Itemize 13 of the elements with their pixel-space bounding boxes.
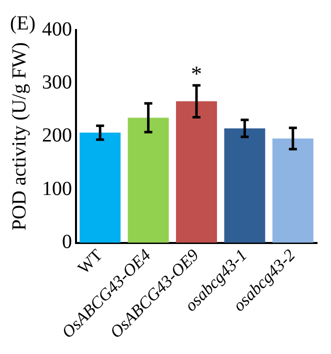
bar	[224, 128, 266, 243]
y-tick-label: 200	[42, 124, 72, 147]
bar	[272, 138, 314, 243]
bar	[176, 101, 217, 243]
bar	[128, 118, 169, 243]
y-tick-label: 0	[62, 231, 72, 254]
chart-title: (E)	[10, 12, 36, 34]
y-tick-label: 100	[42, 178, 72, 200]
y-tick-label: 400	[42, 18, 72, 40]
bar	[80, 132, 121, 243]
annotation: *	[191, 61, 202, 86]
y-tick-label: 300	[42, 71, 72, 94]
y-axis-title: POD activity (U/g FW)	[8, 42, 30, 231]
